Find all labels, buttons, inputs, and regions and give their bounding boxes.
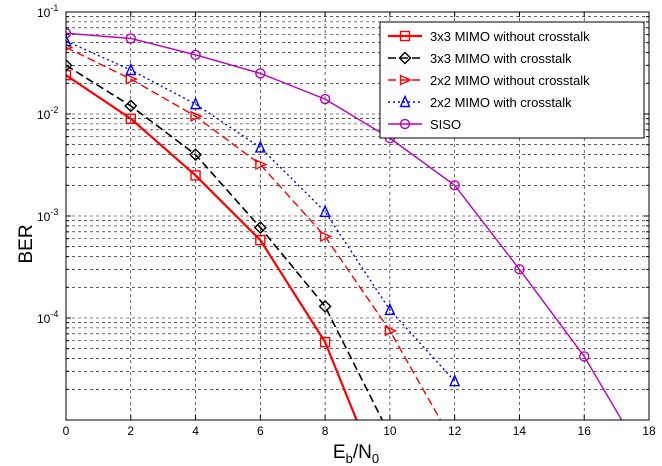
- legend-swatch-marker: [399, 118, 411, 130]
- data-point-marker: [253, 221, 267, 235]
- series-4: [66, 33, 461, 387]
- data-point-marker: [579, 351, 590, 362]
- data-point-marker: [190, 110, 203, 122]
- y-tick-label: 10-1: [37, 3, 58, 20]
- y-tick-label: 10-2: [37, 105, 58, 122]
- data-point-marker: [124, 99, 138, 113]
- y-tick-label: 10-3: [37, 207, 58, 224]
- x-tick-label: 2: [127, 424, 134, 438]
- series-line: [66, 40, 456, 382]
- legend-item: 3x3 MIMO with crosstalk: [388, 51, 572, 66]
- legend: 3x3 MIMO without crosstalk 3x3 MIMO with …: [379, 21, 645, 139]
- data-point-marker: [66, 70, 72, 81]
- x-axis-label-main: E: [333, 442, 346, 463]
- x-tick-label: 0: [63, 424, 70, 438]
- data-point-marker: [125, 113, 136, 124]
- data-point-marker: [189, 96, 202, 110]
- x-axis-label-sub1: b: [346, 451, 353, 466]
- legend-swatch-marker: [399, 94, 411, 108]
- data-point-marker: [66, 27, 72, 39]
- x-tick-label: 6: [257, 424, 264, 438]
- series-line: [66, 64, 384, 420]
- y-axis-label: BER: [16, 224, 37, 263]
- x-tick-label: 4: [192, 424, 199, 438]
- data-point-marker: [384, 325, 398, 337]
- data-point-marker: [318, 299, 332, 313]
- data-point-marker: [254, 140, 266, 153]
- series-line: [66, 46, 442, 420]
- plot-frame: [65, 11, 650, 421]
- series-2: [66, 58, 384, 420]
- data-point-marker: [319, 336, 331, 348]
- legend-item: 2x2 MIMO without crosstalk: [388, 73, 590, 88]
- data-point-marker: [255, 158, 268, 171]
- data-point-marker: [190, 170, 201, 181]
- data-point-marker: [125, 73, 138, 85]
- data-point-marker: [190, 49, 201, 61]
- legend-item: 3x3 MIMO without crosstalk: [388, 29, 590, 44]
- legend-label: 3x3 MIMO without crosstalk: [430, 29, 590, 44]
- x-tick-label: 18: [642, 424, 656, 438]
- data-point-marker: [189, 148, 203, 162]
- x-tick-label: 12: [448, 424, 462, 438]
- data-point-marker: [449, 374, 461, 387]
- series-line: [66, 32, 623, 420]
- data-point-marker: [514, 264, 525, 275]
- data-point-marker: [255, 68, 266, 79]
- data-point-marker: [255, 234, 266, 246]
- legend-item: 2x2 MIMO with crosstalk: [388, 94, 572, 110]
- data-point-marker: [319, 204, 331, 217]
- series-5: [66, 27, 623, 420]
- legend-box: [379, 21, 645, 139]
- series-layer: [66, 27, 623, 420]
- x-axis-label-sub2: 0: [372, 451, 379, 466]
- legend-swatch-marker: [399, 30, 411, 42]
- series-1: [66, 70, 358, 420]
- y-tick-label: 10-4: [37, 309, 58, 326]
- data-point-marker: [319, 93, 331, 105]
- legend-label: 2x2 MIMO with crosstalk: [430, 95, 572, 110]
- x-tick-label: 16: [578, 424, 592, 438]
- legend-item: SISO: [388, 117, 461, 132]
- data-point-marker: [384, 302, 396, 316]
- legend-swatch-marker: [399, 74, 413, 86]
- data-point-marker: [125, 62, 137, 76]
- data-point-marker: [449, 180, 460, 191]
- x-tick-label: 14: [513, 424, 527, 438]
- series-3: [66, 44, 442, 420]
- x-tick-label: 10: [383, 424, 397, 438]
- tick-labels: 0 2 4 6 8 10 12 14 16 18 10-1 10-2 10-3 10-4: [37, 3, 656, 438]
- grid: [66, 12, 649, 420]
- legend-label: SISO: [430, 117, 461, 132]
- data-point-marker: [125, 33, 136, 44]
- x-axis-label: Eb/N0: [333, 442, 379, 466]
- legend-label: 2x2 MIMO without crosstalk: [430, 73, 590, 88]
- legend-label: 3x3 MIMO with crosstalk: [430, 51, 572, 66]
- data-point-marker: [66, 58, 73, 72]
- data-point-marker: [319, 230, 333, 243]
- series-line: [66, 74, 358, 420]
- x-axis-label-mid: /N: [353, 442, 372, 463]
- data-point-marker: [66, 33, 72, 47]
- x-tick-label: 8: [322, 424, 329, 438]
- legend-swatch-marker: [398, 51, 412, 65]
